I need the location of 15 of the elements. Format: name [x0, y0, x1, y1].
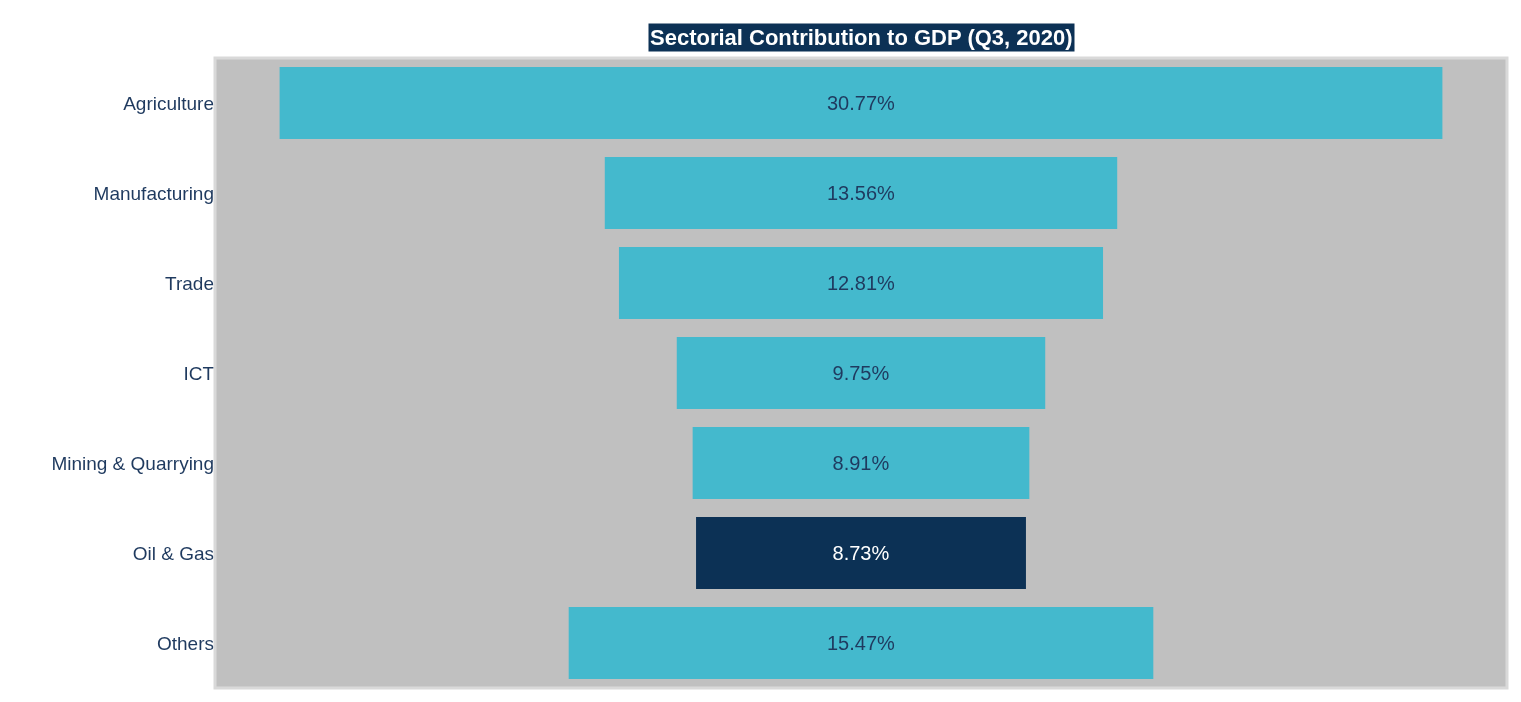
data-label: 13.56% — [826, 182, 896, 204]
category-label: Manufacturing — [93, 182, 214, 204]
category-label: Agriculture — [123, 92, 214, 114]
data-label: 12.81% — [826, 272, 896, 294]
text: Sectorial Contribution to GDP (Q3, 2020) — [650, 25, 1073, 50]
data-label: 8.91% — [832, 452, 890, 474]
data-label: 8.73% — [832, 542, 890, 564]
category-label: Mining & Quarrying — [51, 452, 214, 474]
data-label: 30.77% — [826, 92, 896, 114]
category-label: Trade — [165, 272, 214, 294]
data-label: 9.75% — [832, 362, 890, 384]
data-label: 15.47% — [826, 632, 896, 654]
category-label: Oil & Gas — [132, 542, 214, 564]
category-label: Others — [156, 632, 214, 654]
category-label: ICT — [183, 362, 215, 384]
